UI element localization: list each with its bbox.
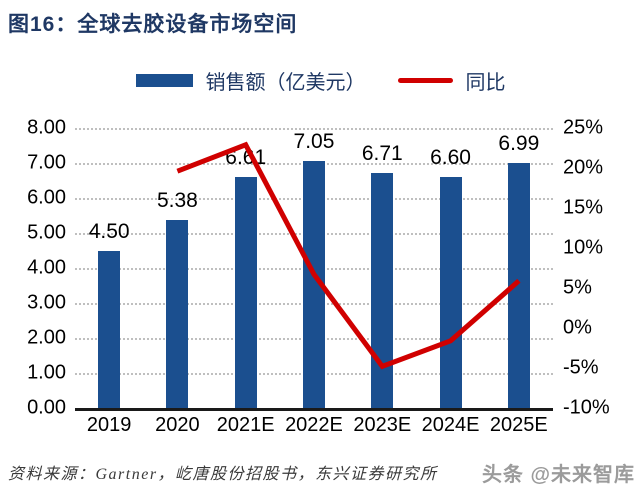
bar: 6.71	[362, 142, 403, 408]
axis-tick-label: 0%	[563, 316, 592, 339]
axis-tick-label: 0.00	[27, 396, 66, 419]
axis-tick-label: 10%	[563, 236, 604, 259]
axis-tick-label: 4.00	[27, 256, 66, 279]
bar-column: 7.05	[280, 128, 348, 408]
line-series-path	[176, 141, 521, 370]
bar: 5.38	[157, 189, 198, 408]
bar-column: 5.38	[143, 128, 211, 408]
x-axis-label: 2023E	[353, 414, 412, 436]
bar: 7.05	[294, 130, 334, 408]
axis-tick-label: 1.00	[27, 361, 66, 384]
y-axis-right: 25% 20% 15% 10% 5% 0% -5% -10%	[563, 117, 639, 419]
bar: 6.99	[498, 132, 539, 408]
bar: 4.50	[89, 220, 130, 408]
chart-title: 图16：全球去胶设备市场空间	[8, 13, 298, 36]
bar-value-label: 7.05	[293, 130, 335, 154]
source-note: 资料来源：Gartner，屹唐股份招股书，东兴证券研究所	[8, 466, 438, 483]
axis-tick-label: 6.00	[27, 186, 66, 209]
x-axis-label: 2022E	[285, 414, 343, 436]
legend-bar-swatch-icon	[135, 73, 193, 87]
legend-line-swatch-icon	[397, 77, 453, 83]
bar-column: 6.71	[348, 128, 416, 408]
axis-tick-label: 3.00	[27, 291, 66, 314]
legend-bar-label: 销售额（亿美元）	[205, 71, 366, 94]
line-series	[176, 141, 521, 370]
axis-tick-label: 20%	[563, 156, 604, 179]
x-axis-label: 2024E	[421, 414, 480, 436]
gridline	[75, 128, 553, 130]
bar-column: 6.60	[416, 128, 484, 408]
bar: 6.60	[430, 146, 471, 408]
axis-tick-label: -10%	[563, 396, 610, 419]
axis-tick-label: -5%	[563, 356, 599, 379]
x-axis-label: 2021E	[216, 414, 275, 436]
plot-area: 4.50 5.38 6.61 7.05 6.71 6.60 6.99	[75, 128, 553, 411]
x-axis-label: 2020	[155, 414, 200, 436]
axis-tick-label: 5%	[563, 276, 592, 299]
axis-tick-label: 2.00	[27, 326, 66, 349]
axis-tick-label: 5.00	[27, 221, 66, 244]
footer: 资料来源：Gartner，屹唐股份招股书，东兴证券研究所 头条 @未来智库	[0, 456, 641, 490]
axis-tick-label: 7.00	[27, 151, 66, 174]
axis-tick-label: 25%	[563, 116, 604, 139]
y-axis-left: 8.00 7.00 6.00 5.00 4.00 3.00 2.00 1.00 0.00	[0, 117, 66, 419]
axis-tick-label: 8.00	[27, 116, 66, 139]
bar-value-label: 5.38	[156, 188, 198, 212]
bar-value-label: 6.60	[430, 146, 471, 169]
axis-tick-label: 15%	[563, 196, 604, 219]
legend-line-label: 同比	[465, 71, 506, 94]
bar-column: 6.99	[485, 128, 553, 408]
bar-column: 4.50	[75, 128, 143, 408]
watermark: 头条 @未来智库	[481, 464, 635, 486]
bar-value-label: 6.99	[498, 132, 540, 156]
bar-value-label: 6.71	[361, 142, 403, 166]
x-axis-label: 2019	[86, 414, 132, 436]
bar-value-label: 4.50	[88, 219, 130, 243]
legend: 销售额（亿美元） 同比	[0, 68, 641, 94]
x-axis-label: 2025E	[489, 414, 548, 436]
x-axis: 2019 2020 2021E 2022E 2023E 2024E 2025E	[75, 414, 553, 437]
